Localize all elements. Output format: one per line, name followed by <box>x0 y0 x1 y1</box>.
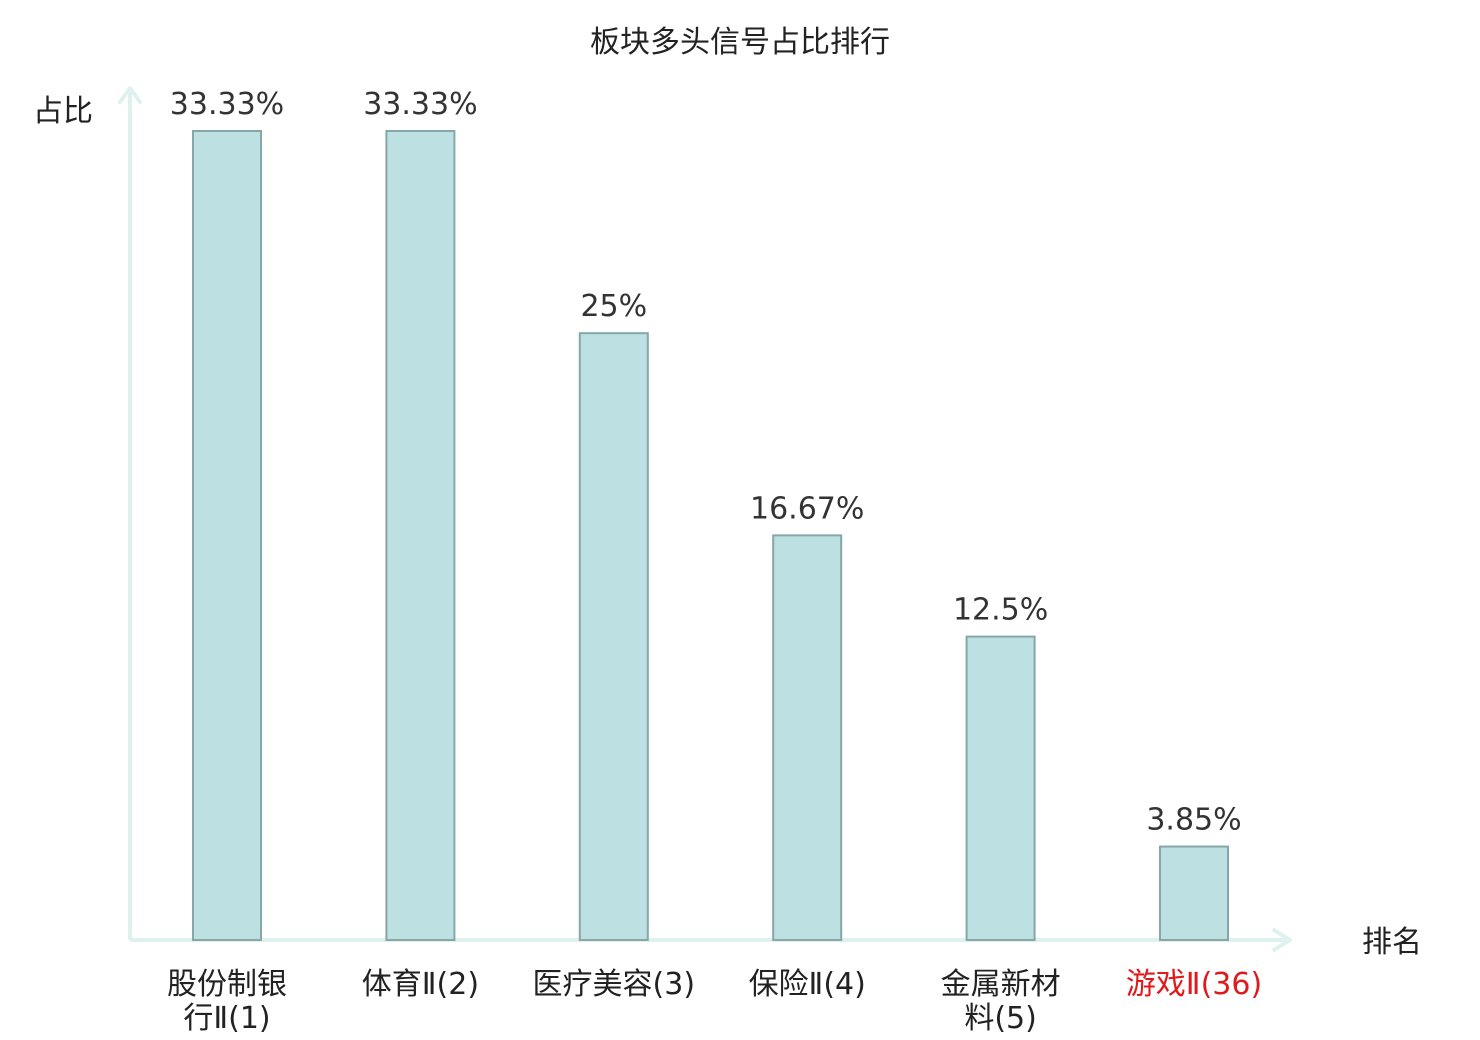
bar-value-label: 16.67% <box>750 491 864 526</box>
chart-title: 板块多头信号占比排行 <box>590 25 890 60</box>
category-label: 体育Ⅱ(2) <box>362 967 479 1002</box>
x-axis-arrow <box>1272 928 1292 952</box>
bar <box>965 635 1036 941</box>
axes <box>118 86 1292 952</box>
category-label: 医疗美容(3) <box>533 967 696 1002</box>
category-label: 金属新材 <box>941 967 1061 1002</box>
category-label: 保险Ⅱ(4) <box>749 967 866 1002</box>
x-axis-label: 排名 <box>1362 925 1422 960</box>
bars-group <box>192 130 1229 942</box>
value-labels-group: 33.33% 33.33% 25% 16.67% 12.5% 3.85% <box>170 87 1242 838</box>
bar <box>578 332 649 941</box>
bar <box>772 534 843 942</box>
category-label: 料(5) <box>964 1001 1037 1036</box>
bar <box>192 130 262 941</box>
bar-value-label: 3.85% <box>1146 803 1241 838</box>
y-axis-arrow <box>118 86 142 104</box>
bar-value-label: 33.33% <box>170 87 284 122</box>
category-label: 行Ⅱ(1) <box>183 1001 270 1036</box>
bar-value-label: 33.33% <box>363 87 477 122</box>
bar-value-label: 12.5% <box>953 593 1048 628</box>
bar <box>385 130 456 941</box>
bar <box>1159 845 1229 941</box>
category-label: 游戏Ⅱ(36) <box>1126 967 1262 1002</box>
category-label: 股份制银 <box>167 967 287 1002</box>
bar-value-label: 25% <box>580 289 647 324</box>
y-axis-label: 占比 <box>33 94 93 129</box>
